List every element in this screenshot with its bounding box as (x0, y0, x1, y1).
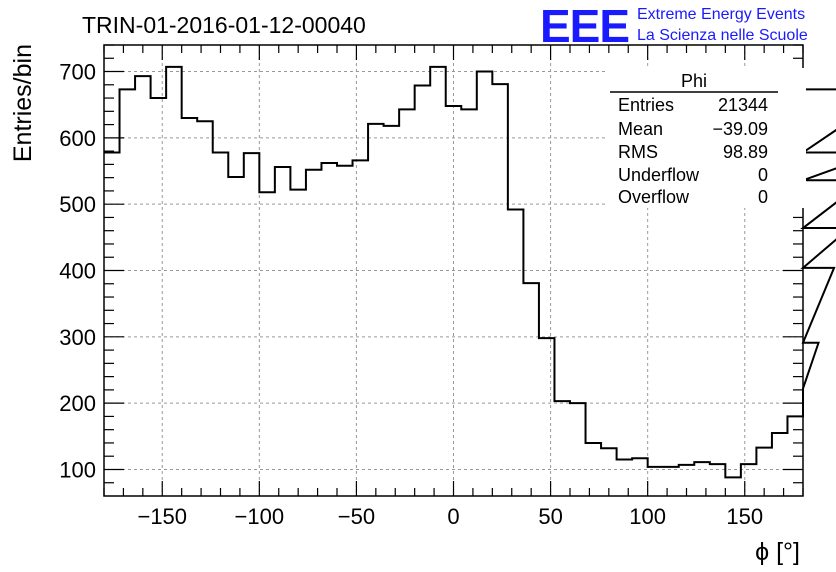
grid-lines (104, 45, 803, 496)
y-tick-label: 500 (59, 192, 96, 217)
y-tick-label: 100 (59, 457, 96, 482)
x-tick-label: 150 (726, 504, 763, 529)
stats-title: Phi (681, 71, 707, 91)
stats-value-overflow: 0 (758, 187, 768, 207)
histogram-line (104, 65, 836, 479)
x-tick-label: 0 (447, 504, 459, 529)
stats-value-mean: −39.09 (712, 119, 768, 139)
y-tick-label: 700 (59, 60, 96, 85)
x-tick-label: −50 (338, 504, 375, 529)
logo-mark: EEE (540, 0, 629, 52)
stats-label-mean: Mean (618, 119, 663, 139)
y-tick-label: 300 (59, 325, 96, 350)
logo-line-1: Extreme Energy Events (637, 6, 805, 23)
stats-row: RMS 98.89 (618, 142, 768, 162)
x-tick-labels: −150 −100 −50 0 50 100 150 (137, 504, 763, 529)
x-tick-label: 100 (629, 504, 666, 529)
stats-box: Phi Entries 21344 Mean −39.09 RMS 98.89 … (608, 68, 806, 208)
stats-value-entries: 21344 (718, 95, 768, 115)
y-tick-label: 200 (59, 391, 96, 416)
eee-logo: EEE Extreme Energy Events La Scienza nel… (540, 0, 808, 52)
stats-value-underflow: 0 (758, 165, 768, 185)
x-tick-label: −150 (137, 504, 187, 529)
stats-label-entries: Entries (618, 95, 674, 115)
stats-row: Mean −39.09 (618, 119, 768, 139)
x-tick-label: 50 (538, 504, 562, 529)
stats-value-rms: 98.89 (723, 142, 768, 162)
x-axis-label: ϕ [°] (755, 538, 800, 566)
logo-line-2: La Scienza nelle Scuole (637, 27, 808, 44)
y-tick-label: 400 (59, 259, 96, 284)
x-tick-label: −100 (235, 504, 285, 529)
chart-title: TRIN-01-2016-01-12-00040 (82, 12, 366, 38)
stats-row: Underflow 0 (618, 165, 768, 185)
stats-label-rms: RMS (618, 142, 658, 162)
y-tick-label: 600 (59, 126, 96, 151)
stats-label-overflow: Overflow (618, 187, 690, 207)
stats-row: Overflow 0 (618, 187, 768, 207)
stats-label-underflow: Underflow (618, 165, 700, 185)
y-tick-labels: 100 200 300 400 500 600 700 (59, 60, 96, 483)
y-axis-label: Entries/bin (9, 44, 37, 162)
stats-row: Entries 21344 (618, 95, 768, 115)
